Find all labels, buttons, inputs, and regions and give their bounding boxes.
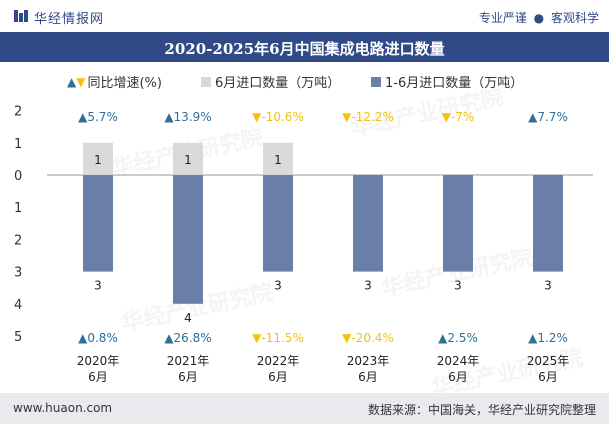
- slogan-right: 客观科学: [550, 11, 599, 25]
- legend: ▲ ▼ 同比增速(%) 6月进口数量（万吨） 1-6月进口数量（万吨）: [0, 72, 609, 92]
- slogan-dot-icon: ●: [533, 11, 545, 25]
- ytd-bar: [173, 175, 203, 304]
- growth-text: -10.6%: [261, 110, 303, 124]
- y-tick-label: 0: [14, 169, 22, 184]
- growth-ytd-label: ▲2.5%: [438, 331, 478, 345]
- slogan: 专业严谨 ● 客观科学: [479, 9, 599, 26]
- x-category-label: 2024年: [437, 354, 480, 368]
- growth-june-label: ▲7.7%: [528, 110, 568, 124]
- footer-url[interactable]: www.huaon.com: [13, 401, 113, 415]
- legend-june-swatch: [201, 76, 211, 87]
- slogan-left: 专业严谨: [478, 11, 527, 25]
- growth-text: -7%: [451, 110, 474, 124]
- x-category-label: 6月: [538, 370, 558, 384]
- ytd-value-label: 4: [184, 311, 192, 325]
- growth-text: -12.2%: [351, 110, 393, 124]
- growth-june-label: ▼-7%: [442, 110, 475, 124]
- y-tick-label: 3: [14, 266, 22, 281]
- ytd-value-label: 3: [544, 279, 552, 293]
- growth-ytd-label: ▼-11.5%: [252, 331, 304, 345]
- top-bar: 华经情报网 专业严谨 ● 客观科学: [0, 0, 609, 32]
- y-tick-label: 2: [14, 233, 22, 248]
- x-category-label: 2025年: [527, 354, 570, 368]
- x-category-label: 6月: [358, 370, 378, 384]
- up-triangle-icon: ▲: [528, 331, 538, 345]
- footer: www.huaon.com 数据来源：中国海关，华经产业研究院整理: [0, 393, 609, 424]
- legend-june: 6月进口数量（万吨）: [201, 72, 340, 91]
- growth-text: 1.2%: [537, 331, 568, 345]
- ytd-value-label: 3: [274, 279, 282, 293]
- legend-ytd: 1-6月进口数量（万吨）: [371, 72, 523, 91]
- june-bar: [83, 142, 113, 175]
- growth-text: -20.4%: [351, 331, 393, 345]
- y-tick-label: 2: [14, 105, 22, 120]
- growth-text: 7.7%: [537, 110, 568, 124]
- legend-growth-label: 同比增速(%): [87, 76, 162, 91]
- ytd-value-label: 3: [94, 279, 102, 293]
- footer-source: 数据来源：中国海关，华经产业研究院整理: [367, 403, 596, 417]
- x-category-label: 6月: [268, 370, 288, 384]
- legend-growth: ▲ ▼ 同比增速(%): [67, 72, 162, 92]
- down-triangle-icon: ▼: [252, 110, 262, 124]
- growth-text: 0.8%: [87, 331, 118, 345]
- growth-text: 5.7%: [87, 110, 118, 124]
- growth-ytd-label: ▲0.8%: [78, 331, 118, 345]
- x-category-label: 2021年: [167, 354, 210, 368]
- growth-ytd-label: ▼-20.4%: [342, 331, 394, 345]
- down-triangle-icon: ▼: [342, 110, 352, 124]
- legend-ytd-swatch: [371, 76, 381, 87]
- growth-june-label: ▼-12.2%: [342, 110, 394, 124]
- y-tick-label: 4: [14, 298, 22, 313]
- growth-text: 13.9%: [174, 110, 212, 124]
- chart-title: 2020-2025年6月中国集成电路进口数量: [164, 40, 445, 58]
- x-category-label: 2023年: [347, 354, 390, 368]
- june-value-label: 1: [184, 153, 192, 167]
- ytd-bar: [443, 175, 473, 272]
- growth-june-label: ▲13.9%: [164, 110, 211, 124]
- down-triangle-icon: ▼: [252, 331, 262, 345]
- x-category-label: 6月: [178, 370, 198, 384]
- up-triangle-icon: ▲: [78, 110, 88, 124]
- ytd-bar: [353, 175, 383, 272]
- x-category-label: 6月: [88, 370, 108, 384]
- june-value-label: 1: [274, 153, 282, 167]
- brand-name[interactable]: 华经情报网: [34, 12, 105, 27]
- ytd-value-label: 3: [454, 279, 462, 293]
- up-triangle-icon: ▲: [438, 331, 448, 345]
- ytd-bar: [263, 175, 293, 272]
- x-category-label: 2020年: [77, 354, 120, 368]
- up-triangle-icon: ▲: [164, 110, 174, 124]
- x-category-label: 2022年: [257, 354, 300, 368]
- june-value-label: 1: [94, 153, 102, 167]
- legend-june-label: 6月进口数量（万吨）: [215, 76, 341, 91]
- y-tick-label: 1: [14, 137, 22, 152]
- up-triangle-icon: ▲: [528, 110, 538, 124]
- growth-ytd-label: ▲1.2%: [528, 331, 568, 345]
- y-tick-label: 5: [14, 330, 22, 345]
- ytd-value-label: 3: [364, 279, 372, 293]
- up-triangle-icon: ▲: [78, 331, 88, 345]
- title-bar: 2020-2025年6月中国集成电路进口数量: [0, 32, 609, 62]
- down-triangle-icon: ▼: [342, 331, 352, 345]
- ytd-bar: [533, 175, 563, 272]
- up-triangle-icon: ▲: [67, 74, 77, 89]
- growth-text: -11.5%: [261, 331, 303, 345]
- y-tick-label: 1: [14, 201, 22, 216]
- growth-ytd-label: ▲26.8%: [164, 331, 211, 345]
- june-bar: [173, 142, 203, 175]
- growth-text: 26.8%: [174, 331, 212, 345]
- ytd-bar: [83, 175, 113, 272]
- x-category-label: 6月: [448, 370, 468, 384]
- growth-june-label: ▲5.7%: [78, 110, 118, 124]
- up-triangle-icon: ▲: [164, 331, 174, 345]
- down-triangle-icon: ▼: [76, 74, 86, 89]
- legend-ytd-label: 1-6月进口数量（万吨）: [385, 76, 524, 91]
- growth-text: 2.5%: [447, 331, 478, 345]
- brand-logo-icon: [14, 10, 28, 22]
- growth-june-label: ▼-10.6%: [252, 110, 304, 124]
- down-triangle-icon: ▼: [442, 110, 452, 124]
- june-bar: [263, 142, 293, 175]
